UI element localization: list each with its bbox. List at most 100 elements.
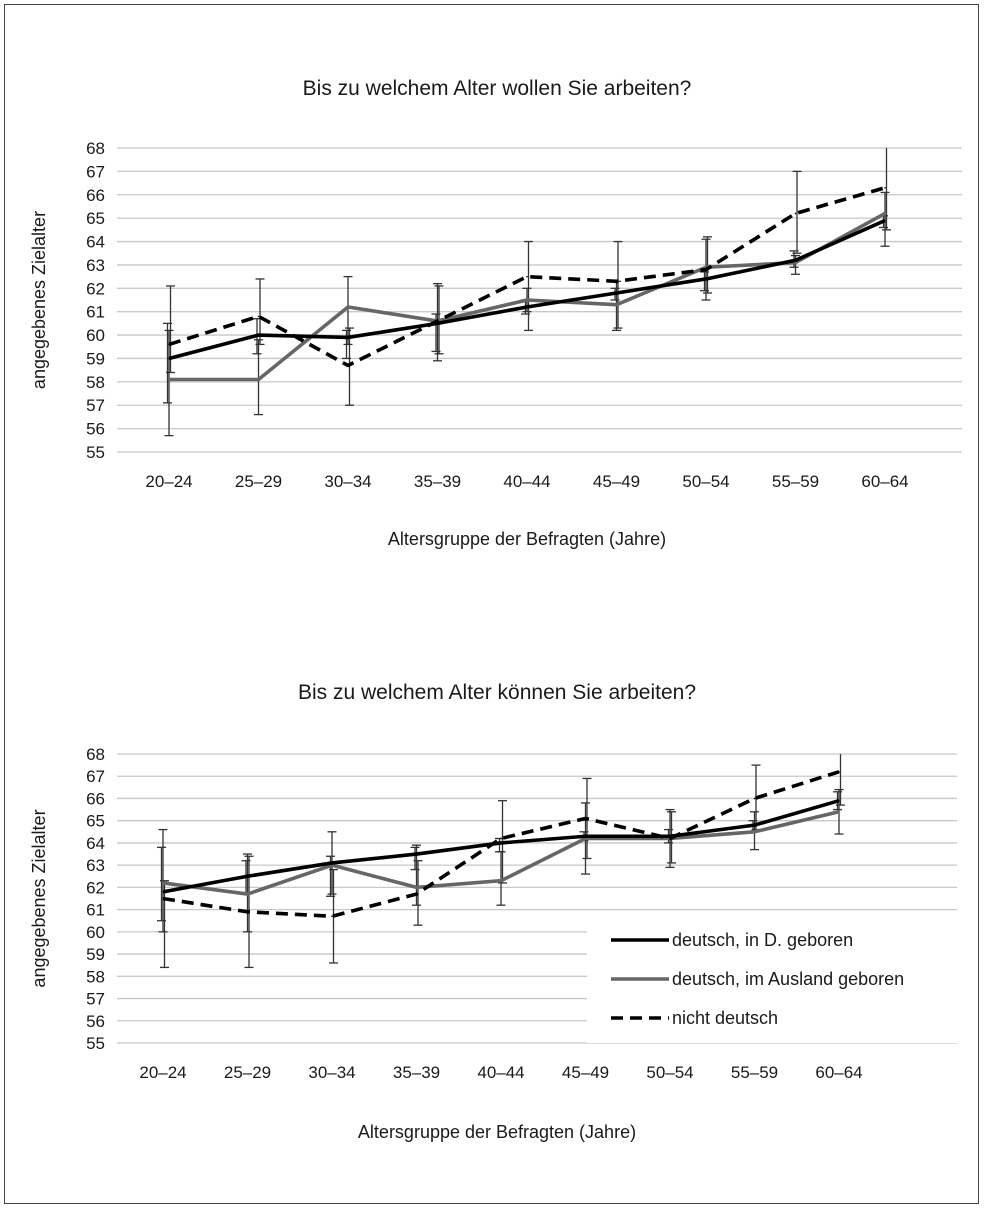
- x-tick-label: 30–34: [308, 1063, 355, 1082]
- data-point: [500, 842, 502, 844]
- data-point: [162, 897, 164, 900]
- error-bar: [160, 880, 169, 969]
- data-point: [415, 893, 418, 895]
- x-tick-label: 25–29: [235, 472, 282, 491]
- data-point: [526, 275, 528, 278]
- data-point: [615, 303, 618, 306]
- error-bar: [882, 148, 891, 231]
- x-tick-label: 60–64: [815, 1063, 862, 1082]
- y-tick-label: 57: [86, 396, 105, 415]
- data-point: [705, 278, 707, 280]
- data-point: [168, 357, 170, 360]
- data-point: [838, 799, 840, 802]
- error-bar: [613, 240, 623, 329]
- y-tick-label: 60: [86, 326, 105, 345]
- y-tick-label: 64: [86, 834, 105, 853]
- error-bar: [164, 329, 174, 437]
- data-point: [162, 891, 164, 893]
- x-tick-label: 35–39: [393, 1063, 440, 1082]
- error-bar: [343, 275, 353, 346]
- data-point: [347, 306, 349, 308]
- legend: deutsch, in D. geboren deutsch, im Auslan…: [587, 925, 957, 1043]
- charts-svg: Bis zu welchem Alter wollen Sie arbeiten…: [29, 77, 962, 1142]
- chart-1: Bis zu welchem Alter wollen Sie arbeiten…: [29, 77, 962, 549]
- data-point: [500, 837, 502, 840]
- x-tick-label: 45–49: [593, 472, 640, 491]
- data-point: [500, 879, 502, 882]
- y-tick-label: 64: [86, 233, 105, 252]
- chart-2: Bis zu welchem Alter können Sie arbeiten…: [29, 681, 957, 1142]
- data-point: [794, 259, 797, 262]
- y-tick-label: 63: [86, 856, 105, 875]
- data-point: [246, 893, 249, 895]
- y-tick-label: 63: [86, 256, 105, 275]
- error-bar: [413, 860, 423, 926]
- y-tick-label: 58: [86, 373, 105, 392]
- error-bar: [496, 851, 506, 906]
- data-point: [884, 219, 886, 222]
- data-point: [838, 770, 840, 773]
- x-tick-label: 55–59: [772, 472, 819, 491]
- x-tick-label: 50–54: [646, 1063, 693, 1082]
- error-bar: [524, 240, 533, 332]
- y-axis-label: angegebenes Zielalter: [29, 211, 49, 389]
- data-point: [168, 378, 170, 381]
- y-tick-label: 56: [86, 1012, 105, 1031]
- data-point: [584, 817, 587, 820]
- legend-label: nicht deutsch: [672, 1008, 778, 1028]
- y-tick-label: 65: [86, 209, 105, 228]
- data-point: [162, 882, 164, 884]
- data-point: [347, 364, 349, 367]
- series-line-nicht_deutsch: [168, 186, 886, 368]
- data-point: [838, 811, 840, 813]
- data-point: [331, 862, 333, 864]
- error-bar: [792, 170, 802, 254]
- data-point: [884, 186, 886, 189]
- chart-title: Bis zu welchem Alter wollen Sie arbeiten…: [303, 77, 692, 100]
- data-point: [246, 875, 249, 878]
- x-tick-label: 55–59: [731, 1063, 778, 1082]
- y-tick-label: 61: [86, 303, 105, 322]
- y-tick-label: 58: [86, 967, 105, 986]
- y-tick-label: 57: [86, 990, 105, 1009]
- legend-label: deutsch, in D. geboren: [672, 930, 853, 950]
- x-tick-label: 30–34: [324, 472, 371, 491]
- y-tick-label: 55: [86, 443, 105, 462]
- legend-background: [587, 925, 957, 1043]
- data-point: [331, 915, 333, 918]
- y-axis-label: angegebenes Zielalter: [29, 809, 49, 987]
- data-point: [257, 378, 260, 381]
- y-tick-label: 60: [86, 923, 105, 942]
- error-bar: [880, 191, 890, 247]
- y-tick-label: 66: [86, 186, 105, 205]
- data-point: [347, 336, 349, 339]
- data-point: [615, 292, 618, 294]
- y-tick-label: 62: [86, 279, 105, 298]
- data-point: [884, 212, 886, 215]
- y-tick-label: 61: [86, 901, 105, 920]
- x-tick-label: 25–29: [224, 1063, 271, 1082]
- data-point: [584, 835, 587, 838]
- y-tick-label: 59: [86, 349, 105, 368]
- x-tick-label: 35–39: [414, 472, 461, 491]
- x-tick-label: 45–49: [562, 1063, 609, 1082]
- data-point: [436, 320, 439, 322]
- x-tick-label: 50–54: [682, 472, 729, 491]
- error-bar: [836, 754, 845, 806]
- data-point: [526, 306, 528, 308]
- y-tick-label: 67: [86, 162, 105, 181]
- legend-label: deutsch, im Ausland geboren: [672, 969, 904, 989]
- y-tick-label: 55: [86, 1034, 105, 1053]
- data-point: [753, 797, 756, 800]
- x-axis-label: Altersgruppe der Befragten (Jahre): [388, 529, 666, 549]
- data-point: [794, 212, 797, 215]
- y-tick-label: 68: [86, 139, 105, 158]
- data-point: [753, 824, 756, 826]
- y-tick-label: 62: [86, 878, 105, 897]
- data-point: [415, 853, 418, 855]
- data-point: [794, 261, 797, 264]
- data-point: [415, 886, 418, 889]
- data-point: [246, 911, 249, 913]
- data-point: [257, 334, 260, 336]
- error-bar: [254, 339, 263, 416]
